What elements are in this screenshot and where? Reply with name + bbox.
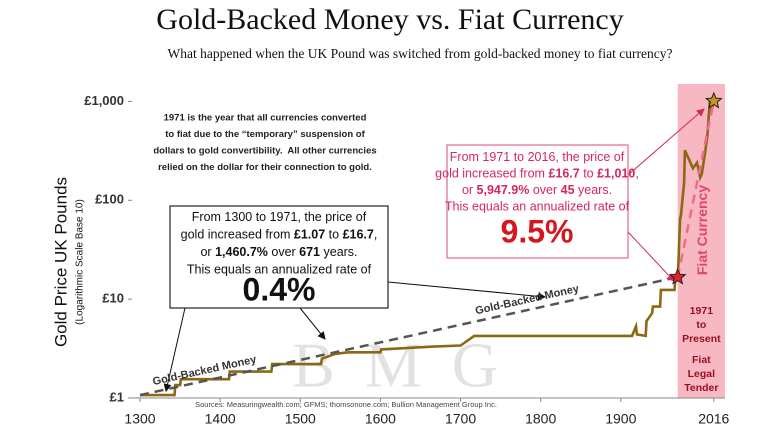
box-text: From 1971 to 2016, the price of xyxy=(450,150,625,164)
box-text-part: to xyxy=(580,167,597,181)
box-text: This equals an annualized rate of xyxy=(445,200,630,214)
box-text-part: to xyxy=(325,228,342,242)
trend-label: Gold-Backed Money xyxy=(474,283,581,318)
box-text-part: £16.7 xyxy=(343,228,374,242)
watermark: BMG xyxy=(292,330,528,401)
box-text-part: 1,460.7% xyxy=(215,245,268,259)
box-text-part: , xyxy=(635,167,638,181)
box-text-part: , xyxy=(374,228,377,242)
x-tick-label: 2016 xyxy=(698,411,729,427)
box-text-part: gold increased from xyxy=(435,167,548,181)
note: relied on the dollar for their connectio… xyxy=(158,162,372,173)
box-text-part: £1.07 xyxy=(294,228,325,242)
y-tick-label: £100 xyxy=(95,192,124,207)
box-text-part: This equals an annualized rate of xyxy=(445,200,630,214)
box-text-part: over xyxy=(529,183,560,197)
x-tick-label: 1900 xyxy=(605,411,636,427)
fiat-box xyxy=(446,144,629,259)
x-tick-label: 1700 xyxy=(445,411,476,427)
box-text-part: years. xyxy=(575,183,613,197)
chart-subtitle: What happened when the UK Pound was swit… xyxy=(168,46,673,61)
arrow xyxy=(627,108,705,176)
trend-label: Fiat Currency xyxy=(694,185,710,275)
x-tick-label: 1600 xyxy=(365,411,396,427)
note: dollars to gold convertibility. All othe… xyxy=(153,146,376,157)
box-text-part: This equals an annualized rate of xyxy=(187,263,372,277)
box-text-part: gold increased from xyxy=(181,228,294,242)
region-label: 1971 xyxy=(690,305,714,317)
note: to fiat due to the “temporary” suspensio… xyxy=(165,129,365,140)
gold-box xyxy=(169,205,389,309)
star-marker xyxy=(704,91,723,109)
box-text-part: From 1971 to 2016, the price of xyxy=(450,150,625,164)
x-tick-label: 1500 xyxy=(285,411,316,427)
rate: 0.4% xyxy=(243,271,316,307)
rate: 9.5% xyxy=(501,213,574,249)
box-text-part: From 1300 to 1971, the price of xyxy=(192,210,367,224)
y-tick-label: £10 xyxy=(102,291,124,306)
trend-line xyxy=(139,275,678,397)
box-text: This equals an annualized rate of xyxy=(187,263,372,277)
arrow xyxy=(387,281,546,301)
note: 1971 is the year that all currencies con… xyxy=(164,113,367,124)
region-label: Legal xyxy=(688,368,716,380)
y-axis-note: (Logarithmic Scale Base 10) xyxy=(75,199,86,325)
chart-title: Gold-Backed Money vs. Fiat Currency xyxy=(156,3,623,36)
box-text: gold increased from £1.07 to £16.7, xyxy=(181,228,378,242)
box-text-part: 5,947.9% xyxy=(477,183,530,197)
box-text-part: or xyxy=(200,245,215,259)
region-label: Tender xyxy=(684,382,718,394)
y-tick-label: £1 xyxy=(110,389,124,404)
source: Sources: Measuringwealth.com; GFMS; thom… xyxy=(195,400,497,409)
box-text-part: years. xyxy=(320,245,358,259)
region-label: Present xyxy=(682,333,721,345)
arrow xyxy=(299,307,326,340)
x-tick-label: 1800 xyxy=(525,411,556,427)
star-marker xyxy=(668,267,687,285)
box-text: or 1,460.7% over 671 years. xyxy=(200,245,357,259)
box-text-part: £1,010 xyxy=(597,167,635,181)
box-text-part: over xyxy=(268,245,299,259)
arrow xyxy=(627,231,675,282)
price-line xyxy=(140,100,716,397)
box-text: From 1300 to 1971, the price of xyxy=(192,210,367,224)
y-tick-label: £1,000 xyxy=(84,93,124,108)
x-tick-label: 1400 xyxy=(205,411,236,427)
box-text: or 5,947.9% over 45 years. xyxy=(462,183,612,197)
box-text-part: 671 xyxy=(299,245,320,259)
box-text: gold increased from £16.7 to £1,010, xyxy=(435,167,639,181)
x-tick-label: 1300 xyxy=(124,411,155,427)
region-label: to xyxy=(696,319,706,331)
y-axis-label: Gold Price UK Pounds xyxy=(51,177,70,347)
box-text-part: or xyxy=(462,183,477,197)
box-text-part: £16.7 xyxy=(548,167,579,181)
box-text-part: 45 xyxy=(561,183,575,197)
arrow xyxy=(163,307,186,392)
region-label: Fiat xyxy=(692,354,711,366)
